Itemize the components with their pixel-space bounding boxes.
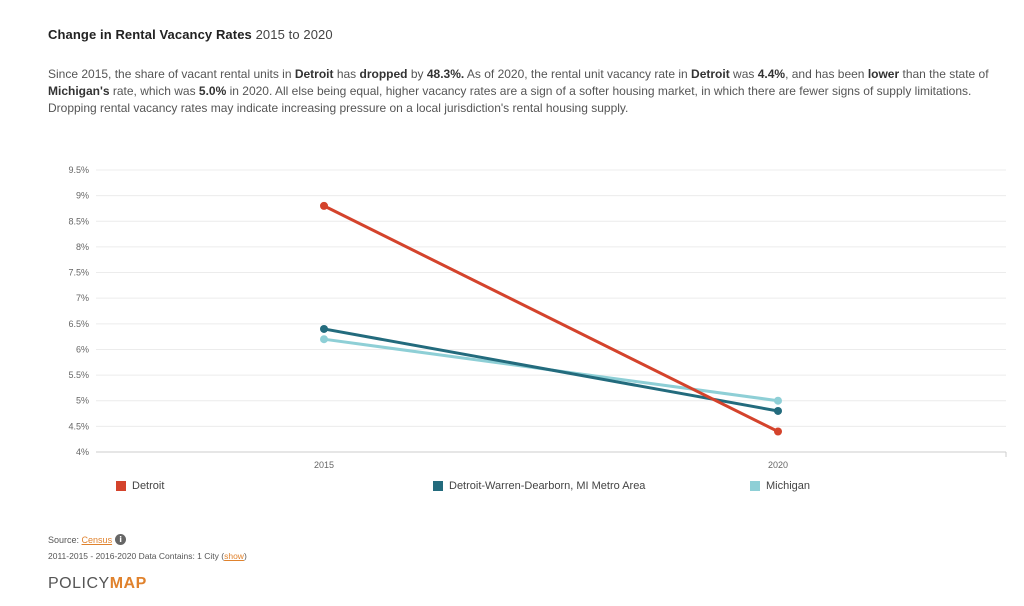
desc-bold: Detroit — [294, 67, 334, 81]
info-icon[interactable]: i — [115, 534, 127, 545]
chart-title-text: Change in Rental Vacancy Rates — [48, 27, 252, 42]
source-link[interactable]: Census — [81, 535, 113, 545]
data-info: 2011-2015 - 2016-2020 Data Contains: 1 C… — [48, 551, 247, 561]
y-tick-label: 5% — [76, 396, 89, 406]
data-point — [320, 335, 328, 344]
policymap-logo[interactable]: POLICYMAP — [48, 575, 147, 593]
y-tick-label: 4% — [76, 447, 89, 457]
desc-bold: Detroit — [691, 67, 730, 81]
desc-text: As of 2020, the rental unit vacancy rate… — [464, 67, 692, 81]
data-info-text: 2011-2015 - 2016-2020 Data Contains: 1 C… — [48, 551, 225, 561]
legend-swatch-michigan — [750, 481, 760, 491]
logo-policy: POLICY — [48, 575, 110, 592]
desc-text: rate, which was — [109, 84, 199, 98]
legend-item-detroit[interactable]: Detroit — [116, 480, 164, 492]
y-tick-label: 8% — [76, 242, 89, 252]
desc-text: in 2020. All else being equal, higher va… — [48, 84, 972, 115]
desc-text: than the state of — [899, 67, 989, 81]
desc-bold: Michigan's — [48, 84, 110, 98]
source-label: Source: — [48, 535, 80, 545]
desc-bold: 48.3%. — [426, 67, 465, 81]
source-line: Source: Census i — [48, 534, 127, 545]
desc-bold: dropped — [359, 67, 408, 81]
y-tick-label: 7% — [76, 293, 89, 303]
data-point — [774, 396, 782, 405]
x-tick-label: 2020 — [768, 460, 788, 470]
show-link[interactable]: show — [224, 551, 244, 561]
logo-map: MAP — [109, 575, 147, 592]
desc-text: by — [407, 67, 427, 81]
data-point — [320, 324, 328, 333]
y-tick-label: 8.5% — [68, 216, 89, 226]
y-tick-label: 6.5% — [68, 319, 89, 329]
desc-bold: 5.0% — [198, 84, 227, 98]
series-line — [323, 204, 779, 433]
y-tick-label: 4.5% — [68, 421, 89, 431]
data-point — [774, 406, 782, 415]
series-line — [323, 327, 779, 413]
chart-title: Change in Rental Vacancy Rates 2015 to 2… — [48, 27, 333, 42]
y-tick-label: 7.5% — [68, 268, 89, 278]
legend-label-michigan: Michigan — [766, 480, 811, 492]
chart-description: Since 2015, the share of vacant rental u… — [48, 66, 1013, 117]
desc-text: , and has been — [785, 67, 868, 81]
desc-text: has — [333, 67, 360, 81]
legend-item-metro[interactable]: Detroit-Warren-Dearborn, MI Metro Area — [433, 480, 645, 492]
data-point — [774, 427, 782, 436]
desc-bold: lower — [867, 67, 900, 81]
legend-swatch-detroit — [116, 481, 126, 491]
line-chart: 4% 4.5% 5% 5.5% 6% 6.5% 7% 7.5% 8% 8.5% 9% 9.5% 2015… — [68, 165, 1007, 470]
desc-text: Since 2015, the share of vacant rental u… — [48, 67, 295, 81]
y-tick-label: 9.5% — [68, 165, 89, 175]
y-tick-label: 6% — [76, 344, 89, 354]
data-info-close: ) — [243, 551, 247, 561]
desc-bold: 4.4% — [757, 67, 786, 81]
desc-text: was — [729, 67, 758, 81]
legend-label-detroit: Detroit — [132, 480, 165, 492]
y-tick-label: 9% — [76, 191, 89, 201]
chart-title-years: 2015 to 2020 — [255, 27, 333, 42]
y-tick-label: 5.5% — [68, 370, 89, 380]
legend-item-michigan[interactable]: Michigan — [750, 480, 810, 492]
data-point — [320, 201, 328, 210]
legend-label-metro: Detroit-Warren-Dearborn, MI Metro Area — [449, 480, 646, 492]
legend-swatch-metro — [433, 481, 443, 491]
x-tick-label: 2015 — [314, 460, 334, 470]
